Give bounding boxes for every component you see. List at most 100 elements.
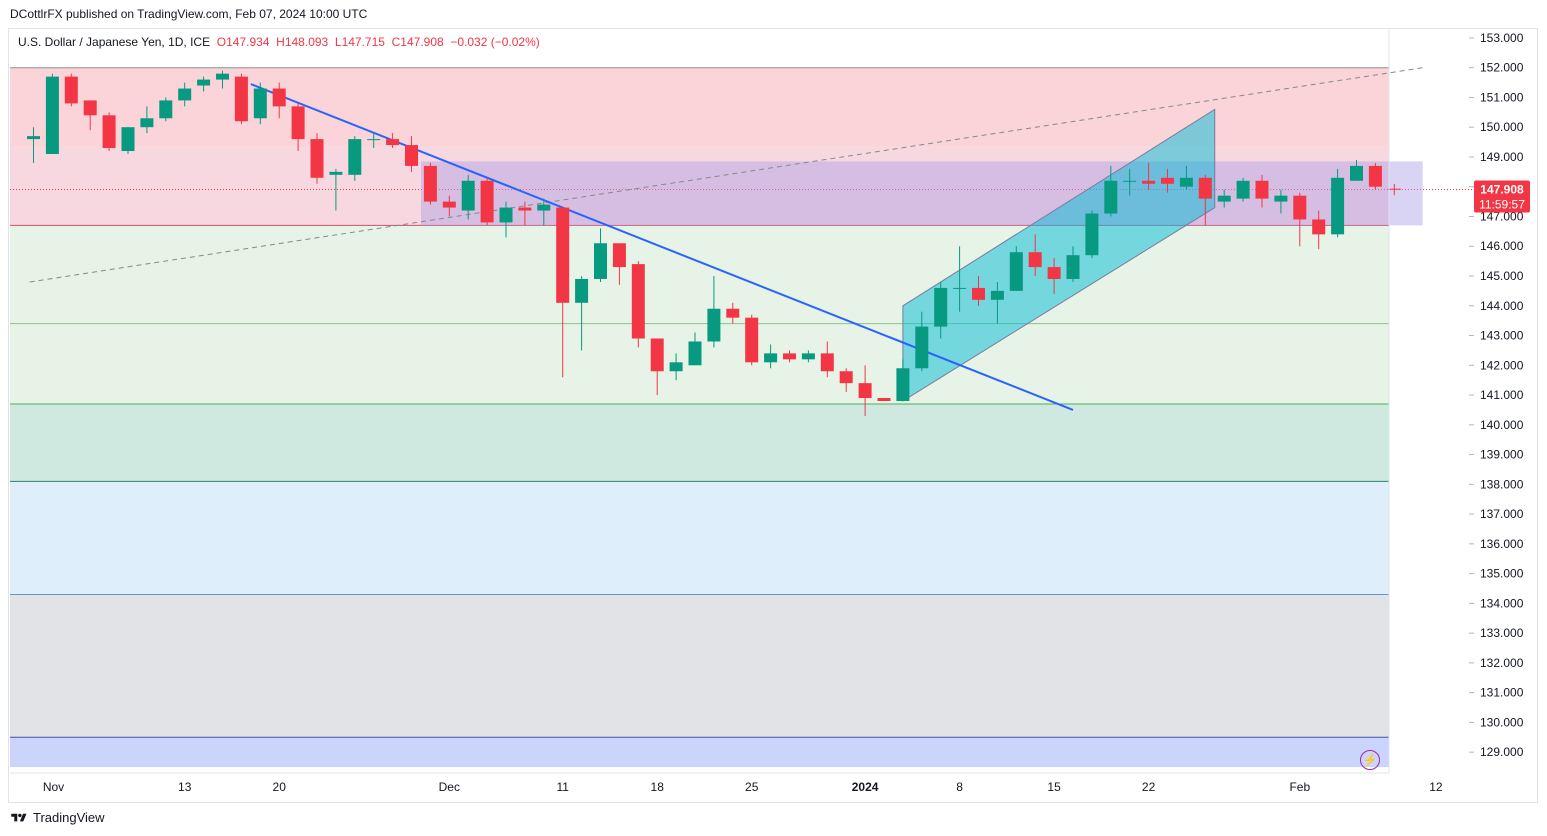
candle-67 [1293, 192, 1307, 247]
time-tick-label: 15 [1047, 780, 1061, 794]
price-tick-label: 132.000 [1480, 656, 1524, 670]
candle-body [1274, 195, 1288, 202]
price-tick-label: 149.000 [1480, 150, 1524, 164]
candle-body [253, 88, 267, 119]
candle-72 [1387, 183, 1401, 196]
candle-38 [745, 314, 759, 366]
price-tick-label: 146.000 [1480, 239, 1524, 253]
symbol-title: U.S. Dollar / Japanese Yen, 1D, ICE [18, 35, 211, 49]
candle-10 [216, 70, 229, 89]
candle-body [896, 368, 910, 401]
candle-61 [1179, 165, 1193, 190]
candle-26 [518, 201, 532, 226]
price-tick-label: 140.000 [1480, 418, 1524, 432]
time-tick-label: 18 [651, 780, 665, 794]
symbol-legend[interactable]: U.S. Dollar / Japanese Yen, 1D, ICE O147… [18, 35, 540, 49]
candle-body [1047, 267, 1061, 279]
candle-body [1331, 177, 1345, 235]
candle-19 [386, 133, 400, 149]
candle-15 [310, 133, 324, 184]
candle-29 [575, 276, 589, 351]
candle-45 [877, 398, 891, 401]
candle-25 [499, 201, 513, 238]
tradingview-logo[interactable]: TradingView [10, 810, 105, 825]
time-tick-label: 20 [273, 780, 287, 794]
time-axis: Nov 13 20 Dec 11 18 25 2024 8 15 22 Feb 12 [10, 772, 1443, 794]
zone-band-3 [10, 403, 1389, 482]
price-tick-label: 135.000 [1480, 567, 1524, 581]
candle-41 [801, 350, 815, 363]
candle-body [442, 201, 456, 208]
price-tick-label: 145.000 [1480, 269, 1524, 283]
zone-band-5 [10, 594, 1389, 738]
time-tick-label: 2024 [852, 780, 879, 794]
candle-53 [1028, 234, 1042, 277]
candle-47 [915, 311, 929, 372]
ohlc-high: H148.093 [276, 35, 329, 49]
candle-body [1312, 219, 1326, 235]
drawn-lines [29, 67, 1423, 411]
candle-body [669, 362, 683, 372]
candle-body [575, 278, 589, 303]
candle-body [915, 326, 929, 369]
chart-frame [8, 28, 1538, 803]
candle-body [1198, 177, 1212, 199]
candle-11 [234, 73, 248, 125]
candle-37 [726, 302, 740, 324]
tradingview-logo-icon [11, 813, 27, 821]
candle-body [1293, 195, 1307, 220]
candle-21 [423, 162, 437, 205]
time-tick-label: 22 [1142, 780, 1156, 794]
candle-17 [348, 136, 362, 181]
candle-body [650, 338, 664, 372]
candle-body [102, 115, 116, 149]
candle-9 [197, 76, 211, 92]
time-tick-label: 12 [1429, 780, 1443, 794]
price-tag-price: 147.908 [1480, 182, 1524, 196]
price-axis: 153.000152.000151.000150.000149.000148.0… [1388, 29, 1524, 773]
time-tick-label: 8 [956, 780, 963, 794]
candle-5 [121, 127, 135, 154]
consolidation-box-rect [420, 161, 1423, 226]
dashed-trendline [29, 67, 1423, 283]
candle-71 [1368, 162, 1382, 190]
candle-50 [972, 276, 985, 306]
candle-57 [1104, 165, 1118, 217]
candle-1 [45, 73, 59, 154]
price-tick-label: 147.000 [1480, 209, 1524, 223]
price-tick-label: 138.000 [1480, 477, 1524, 491]
blue-trendline [250, 83, 1074, 411]
candles [27, 70, 1401, 416]
candle-body [64, 76, 78, 104]
candle-body [858, 383, 872, 399]
candle-23 [461, 174, 475, 220]
candle-0 [27, 127, 40, 163]
candle-body [972, 287, 985, 300]
candle-body [310, 139, 324, 178]
candle-body [764, 353, 778, 363]
candle-body [953, 287, 967, 289]
candle-7 [159, 97, 173, 122]
candle-68 [1312, 210, 1326, 250]
candle-39 [764, 344, 778, 369]
price-tick-label: 137.000 [1480, 507, 1524, 521]
candle-31 [612, 243, 626, 285]
candle-body [707, 308, 721, 342]
candle-body [990, 290, 1004, 300]
candle-body [178, 88, 192, 101]
candle-33 [650, 338, 664, 396]
candle-body [27, 136, 40, 140]
candle-body [197, 79, 211, 86]
ohlc-open: O147.934 [216, 35, 270, 49]
bolt-icon[interactable]: ⚡ [1360, 750, 1380, 770]
candle-body [745, 317, 759, 363]
candle-66 [1274, 189, 1288, 214]
candle-body [386, 139, 400, 146]
candle-body [499, 207, 513, 223]
price-tick-label: 152.000 [1480, 61, 1524, 75]
candle-body [45, 76, 59, 154]
candle-body [1387, 188, 1401, 190]
candle-65 [1255, 174, 1269, 208]
